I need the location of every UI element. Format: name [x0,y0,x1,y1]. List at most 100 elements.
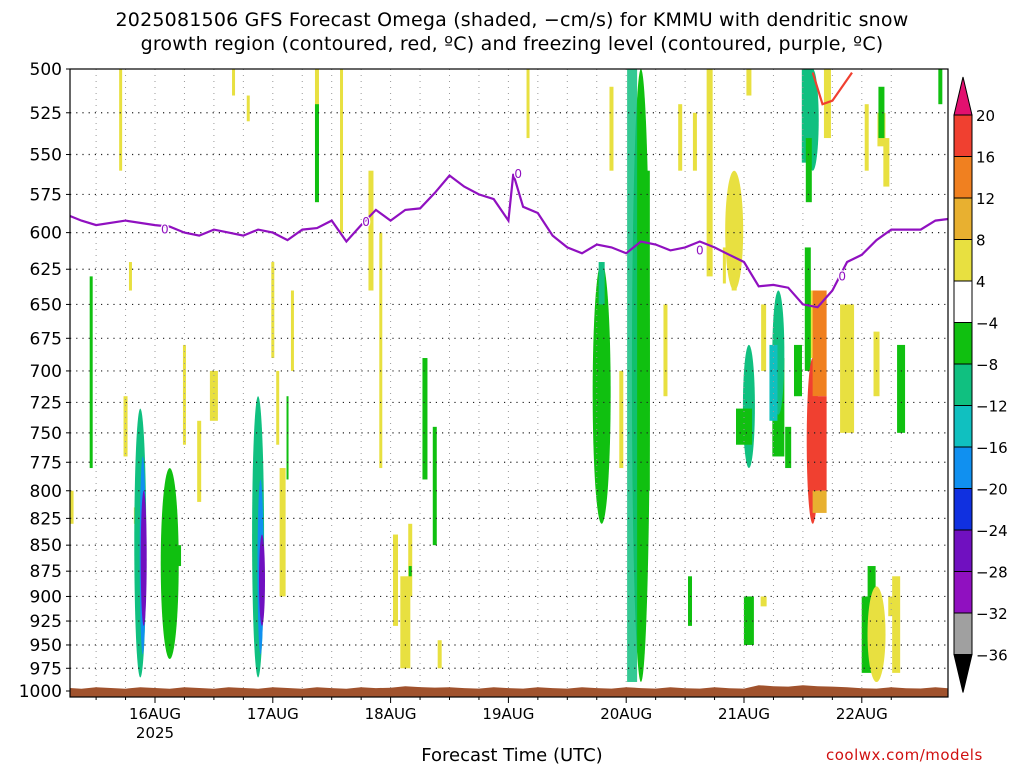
freezing-level-contour: 0 0 0 0 0 [69,166,949,309]
colorbar-label-1: 16 [976,149,995,167]
colorbar-label-8: −16 [976,439,1008,457]
omega-streak-42 [883,138,890,187]
omega-streak-27 [678,104,683,171]
colorbar-label-3: 8 [976,232,986,250]
omega-streak-39 [864,104,869,171]
y-tick-label-725: 725 [30,393,62,413]
freezing-label-3: 0 [696,243,704,257]
colorbar-label-4: 4 [976,273,986,291]
omega-green-streak-6 [408,566,412,577]
colorbar-label-9: −20 [976,481,1008,499]
omega-streak-24 [619,370,624,469]
omega-streak-23 [609,86,614,171]
y-tick-label-675: 675 [30,329,62,349]
colorbar-top-arrow [953,76,973,116]
y-tick-label-750: 750 [30,424,62,444]
omega-streak-40 [873,331,880,397]
colorbar-segment-1 [953,156,973,199]
terrain-fill [70,685,948,697]
y-tick-label-775: 775 [30,453,62,473]
freezing-label-2: 0 [514,167,522,181]
x-tick-label-6: 22AUG [836,705,888,723]
omega-streak-9 [246,95,250,122]
y-tick-label-500: 500 [30,60,62,80]
omega-streak-12 [279,468,286,597]
omega-green-streak-7 [432,426,437,546]
colorbar-segment-8 [953,446,973,489]
omega-streak-20 [408,523,413,597]
omega-green-streak-0 [89,276,93,469]
colorbar-segment-6 [953,363,973,406]
omega-shading [69,69,943,682]
y-tick-label-975: 975 [30,659,62,679]
colorbar-segment-7 [953,405,973,448]
colorbar-label-10: −24 [976,522,1008,540]
x-tick-label-5: 21AUG [718,705,770,723]
y-tick-label-625: 625 [30,260,62,280]
y-tick-label-525: 525 [30,104,62,124]
y-tick-label-850: 850 [30,536,62,556]
omega-streak-29 [706,69,713,277]
omega-green-streak-4 [314,104,319,203]
omega-gold-tail [812,490,827,513]
y-tick-label-575: 575 [30,185,62,205]
x-tick-label-4: 20AUG [600,705,652,723]
omega-streak-33 [761,304,767,371]
x-tick-label-1: 17AUG [247,705,299,723]
dendritic-line [811,71,853,106]
colorbar-segment-11 [953,571,973,614]
y-tick-label-900: 900 [30,587,62,607]
omega-teal-20aug [627,69,638,682]
omega-green-upper [805,138,812,203]
omega-streak-26 [663,304,668,397]
chart-title: 2025081506 GFS Forecast Omega (shaded, −… [115,9,909,55]
omega-streak-7 [209,370,218,421]
omega-blob-13 [725,170,744,291]
colorbar-segment-9 [953,488,973,531]
omega-streak-15 [340,69,344,233]
omega-green-streak-13 [793,344,802,397]
omega-orange-core [812,290,827,397]
omega-streak-44 [892,576,901,673]
y-tick-label-600: 600 [30,224,62,244]
omega-streak-0 [69,490,74,524]
omega-cyan-21aug [769,344,778,421]
grid-lines [70,69,948,697]
omega-streak-38 [840,304,855,433]
omega-streak-3 [123,396,128,457]
omega-green-streak-5 [422,358,428,480]
plot-frame [69,68,949,698]
x-tick-sublabel-0: 2025 [136,724,174,742]
colorbar-segment-10 [953,529,973,572]
omega-teal-19aug [598,262,605,305]
omega-streak-21 [437,640,442,669]
y-tick-label-825: 825 [30,509,62,529]
omega-streak-10 [271,262,275,359]
omega-blob-3 [160,468,179,660]
omega-streak-11 [276,370,280,445]
omega-streak-2 [128,262,132,291]
omega-streak-8 [232,69,236,96]
colorbar-segment-5 [953,322,973,365]
omega-green-20aug [642,170,650,491]
colorbar-segment-3 [953,239,973,282]
omega-streak-18 [393,534,399,626]
omega-streak-28 [692,112,697,171]
x-axis-label: Forecast Time (UTC) [421,745,603,766]
omega-green-streak-18 [897,344,906,433]
omega-blob-9 [742,344,755,469]
y-tick-label-950: 950 [30,636,62,656]
x-tick-label-0: 16AUG [129,705,181,723]
omega-streak-17 [379,232,383,469]
x-tick-label-3: 19AUG [482,705,534,723]
omega-blob-2 [140,490,147,626]
omega-blob-14 [867,586,886,682]
omega-green-streak-10 [743,596,754,645]
omega-green-streak-9 [688,576,693,626]
omega-streak-6 [197,420,202,502]
omega-green-streak-15 [861,596,872,673]
freezing-label-1: 0 [362,215,370,229]
omega-streak-43 [888,596,895,617]
colorbar: 20 16 12 8 4 −4 −8 −12 −16 −20 −24 −28 −32 −36 [953,76,1008,693]
